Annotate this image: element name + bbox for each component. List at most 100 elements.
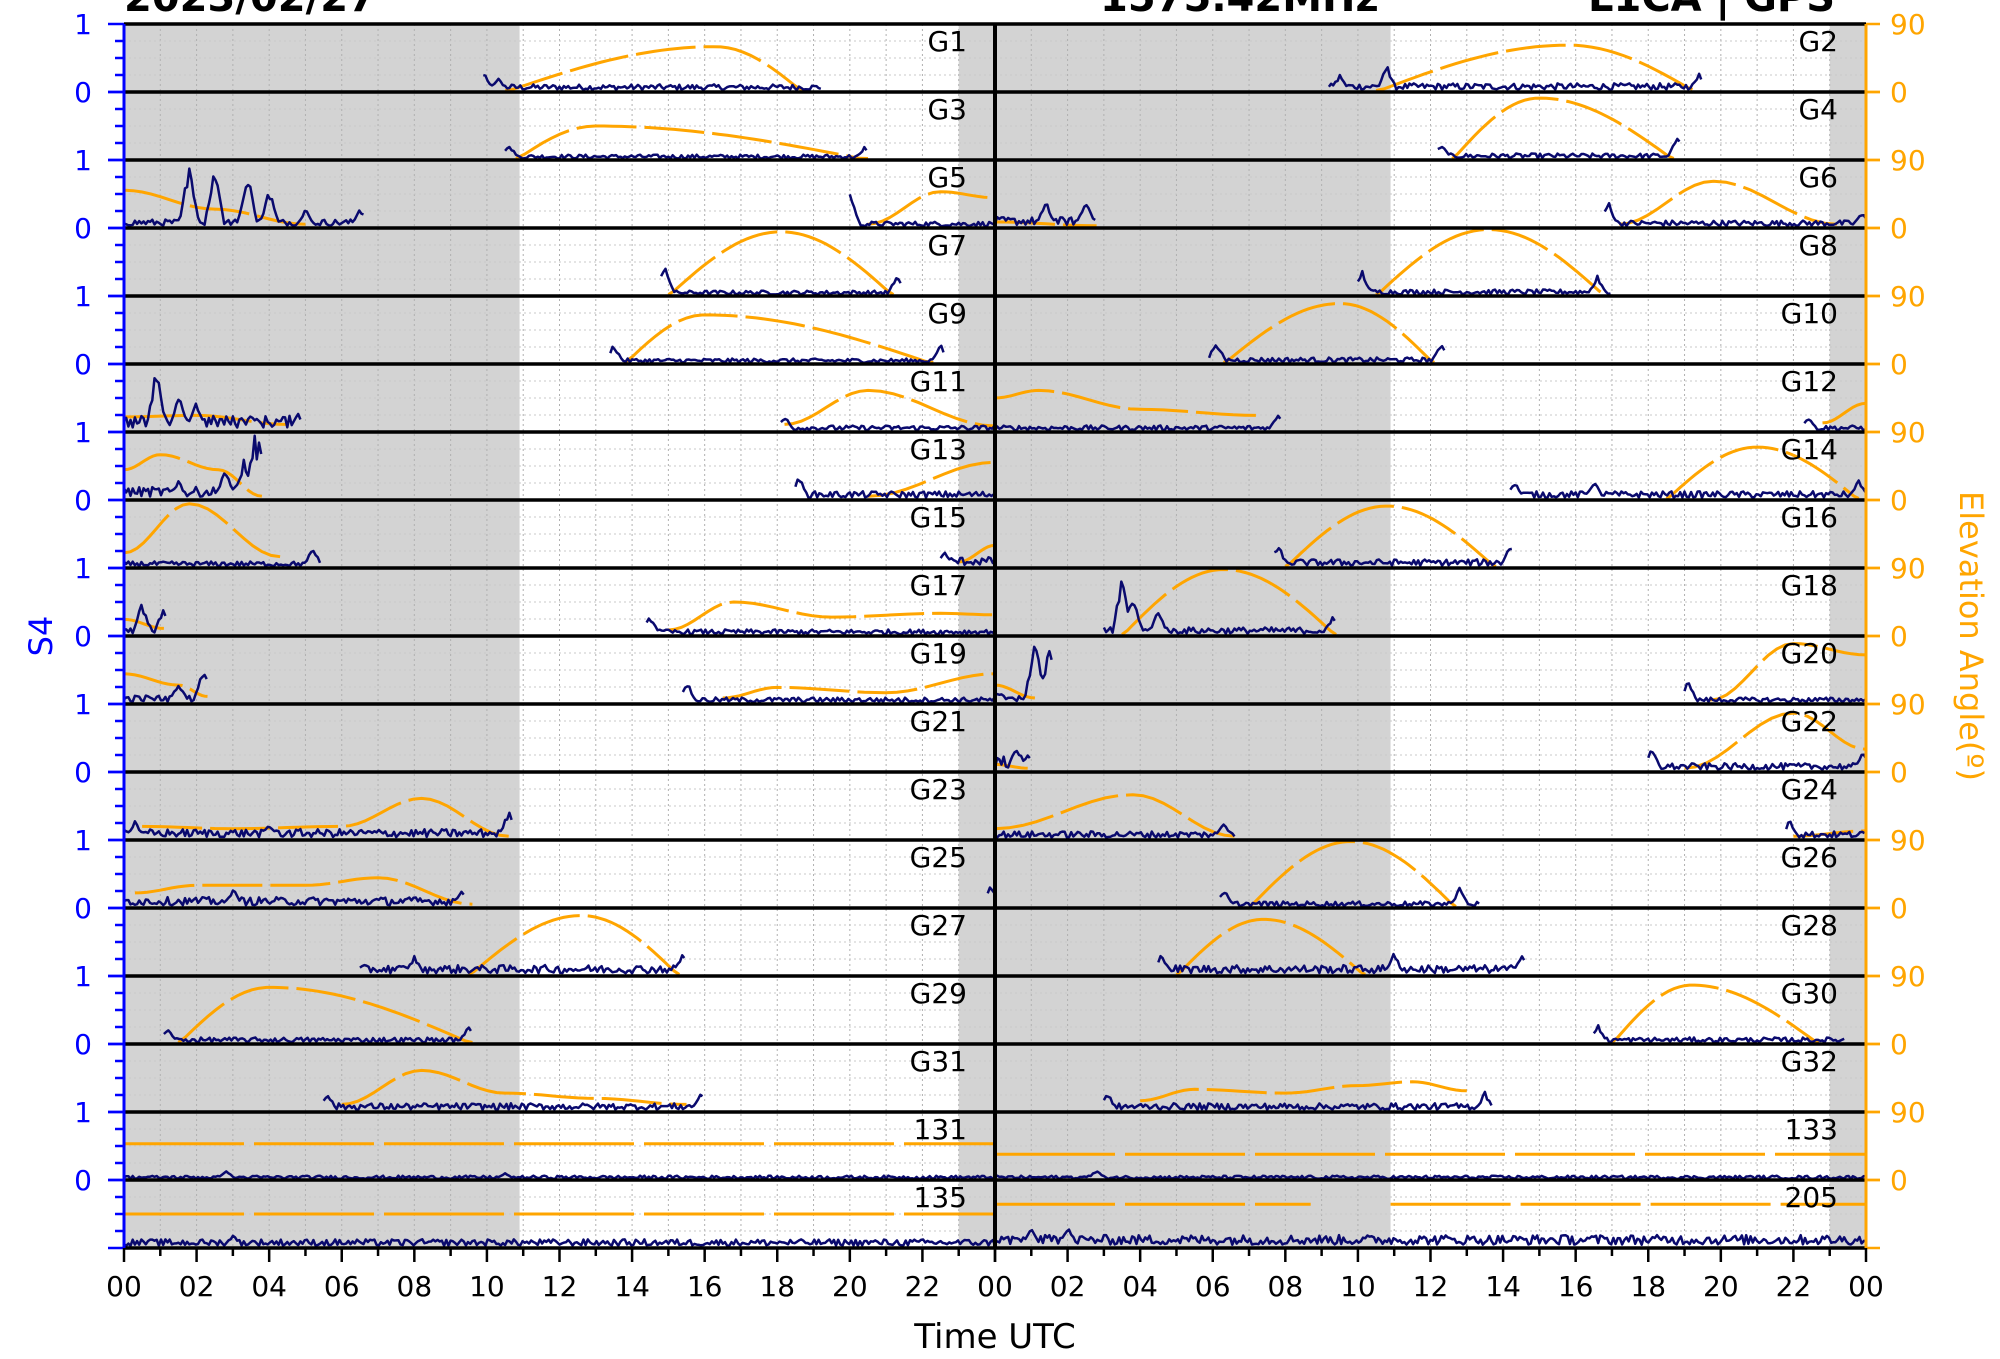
x-tick-label: 20 <box>832 1270 868 1303</box>
x-tick-label: 12 <box>542 1270 578 1303</box>
panel-g20-label: G20 <box>1781 637 1838 670</box>
panel-133-label: 133 <box>1785 1113 1838 1146</box>
panel-g31-elevation-0 <box>341 1068 687 1106</box>
panel-g23-elevation-0 <box>142 796 509 838</box>
panel-g9-elevation-0 <box>623 313 934 364</box>
x-tick-label: 22 <box>905 1270 941 1303</box>
panel-g8-label: G8 <box>1798 229 1838 262</box>
panel-g19-s4-1 <box>681 685 996 704</box>
s4-tick-label-bottom: 0 <box>74 484 92 517</box>
x-tick-label: 04 <box>251 1270 287 1303</box>
panel-g14-elevation-0 <box>1665 445 1860 500</box>
panel-g17-s4-1 <box>645 617 996 636</box>
panel-g31-s4-0 <box>322 1093 704 1112</box>
panel-g26-s4-0 <box>1219 886 1480 908</box>
elevation-tick-label-top: 90 <box>1890 688 1926 721</box>
panel-g9-label: G9 <box>927 297 967 330</box>
s4-tick-label-top: 1 <box>74 688 92 721</box>
panel-g4-s4-0 <box>1437 137 1681 160</box>
panel-g1-s4-0 <box>482 73 822 92</box>
s4-tick-label-bottom: 0 <box>74 212 92 245</box>
panel-g29-elevation-0 <box>177 985 473 1044</box>
panel-g15-label: G15 <box>910 501 967 534</box>
x-tick-label: 18 <box>759 1270 795 1303</box>
panel-g27-label: G27 <box>910 909 967 942</box>
panel-g20-elevation-0 <box>994 683 1036 700</box>
panel-135-label: 135 <box>914 1181 967 1214</box>
panel-g32-s4-0 <box>1102 1090 1493 1112</box>
panel-g13-s4-1 <box>794 478 995 500</box>
panel-g19-elevation-1 <box>722 672 996 700</box>
panel-g10-label: G10 <box>1781 297 1838 330</box>
panel-g18-elevation-0 <box>1121 567 1337 636</box>
panel-135-s4-0 <box>123 1234 997 1248</box>
panel-g15-elevation-0 <box>123 502 281 559</box>
panel-g20-s4-0 <box>994 645 1053 703</box>
panel-g21-label: G21 <box>910 705 967 738</box>
s4-tick-label-top: 1 <box>74 8 92 41</box>
s4-tick-label-top: 1 <box>74 552 92 585</box>
panel-g8-s4-0 <box>1356 269 1611 296</box>
panel-g20-elevation-1 <box>1709 642 1867 702</box>
panel-g6-elevation-0 <box>995 220 1097 228</box>
x-tick-label: 08 <box>1268 1270 1304 1303</box>
panel-g29-s4-0 <box>163 1026 472 1044</box>
panel-g27-elevation-0 <box>468 914 681 976</box>
panel-g12-s4-0 <box>993 414 1282 432</box>
panel-g6-label: G6 <box>1798 161 1838 194</box>
panel-g4-elevation-0 <box>1451 96 1675 160</box>
x-tick-label: 00 <box>106 1270 142 1303</box>
elevation-tick-label-top: 90 <box>1890 960 1926 993</box>
panel-g18-label: G18 <box>1781 569 1838 602</box>
series-layer <box>122 43 1868 1248</box>
s4-tick-label-top: 1 <box>74 960 92 993</box>
s4-tick-label-top: 1 <box>74 280 92 313</box>
panel-g23-label: G23 <box>910 773 967 806</box>
signal-title: L1CA | GPS <box>1588 0 1835 18</box>
panel-g16-elevation-0 <box>1284 504 1497 568</box>
panel-g2-s4-0 <box>1327 66 1703 92</box>
panel-g23-s4-0 <box>123 811 513 839</box>
panel-g5-elevation-0 <box>123 188 306 226</box>
panel-g24-s4-1 <box>1785 820 1866 839</box>
panel-g19-s4-0 <box>123 673 208 703</box>
elevation-tick-label-top: 90 <box>1890 280 1926 313</box>
elevation-tick-label-top: 90 <box>1890 824 1926 857</box>
panel-205-s4-0 <box>994 1228 1867 1246</box>
s4-tick-label-bottom: 0 <box>74 1164 92 1197</box>
s4-tick-label-top: 1 <box>74 1096 92 1129</box>
elevation-tick-label-top: 90 <box>1890 552 1926 585</box>
x-tick-label: 22 <box>1776 1270 1812 1303</box>
s4-tick-label-bottom: 0 <box>74 756 92 789</box>
elevation-tick-label-bottom: 0 <box>1890 756 1908 789</box>
panel-g3-label: G3 <box>927 93 967 126</box>
x-tick-label: 04 <box>1122 1270 1158 1303</box>
panel-g16-s4-0 <box>1273 546 1513 567</box>
s4-tick-label-top: 1 <box>74 824 92 857</box>
panel-g17-label: G17 <box>910 569 967 602</box>
x-tick-label: 20 <box>1703 1270 1739 1303</box>
panel-g12-elevation-1 <box>1822 401 1867 425</box>
elevation-tick-label-top: 90 <box>1890 1096 1926 1129</box>
labels-layer: G1 G2 G3 G4 G5 G6 G7 G8 G9 G10 G11 G12 G13 G14 G15 G16 G… <box>910 25 1838 1214</box>
panel-g24-elevation-0 <box>994 793 1235 838</box>
panel-g25-label: G25 <box>910 841 967 874</box>
panel-g32-label: G32 <box>1781 1045 1838 1078</box>
panel-g7-elevation-0 <box>667 230 895 296</box>
panel-131-label: 131 <box>914 1113 967 1146</box>
s4-tick-label-bottom: 0 <box>74 76 92 109</box>
panel-g2-elevation-0 <box>1375 43 1696 92</box>
panel-g14-s4-0 <box>1509 479 1867 500</box>
panel-g11-label: G11 <box>910 365 967 398</box>
panel-g28-s4-0 <box>1157 952 1526 975</box>
panel-g4-label: G4 <box>1798 93 1838 126</box>
s4-tick-label-bottom: 0 <box>74 348 92 381</box>
elevation-tick-label-bottom: 0 <box>1890 76 1908 109</box>
panel-g10-s4-0 <box>1207 344 1446 364</box>
panel-g31-label: G31 <box>910 1045 967 1078</box>
x-tick-label: 00 <box>1848 1270 1884 1303</box>
panel-g7-label: G7 <box>927 229 967 262</box>
panel-g24-s4-0 <box>994 823 1236 840</box>
panel-g13-elevation-0 <box>123 453 263 498</box>
panel-g15-s4-1 <box>939 551 996 567</box>
